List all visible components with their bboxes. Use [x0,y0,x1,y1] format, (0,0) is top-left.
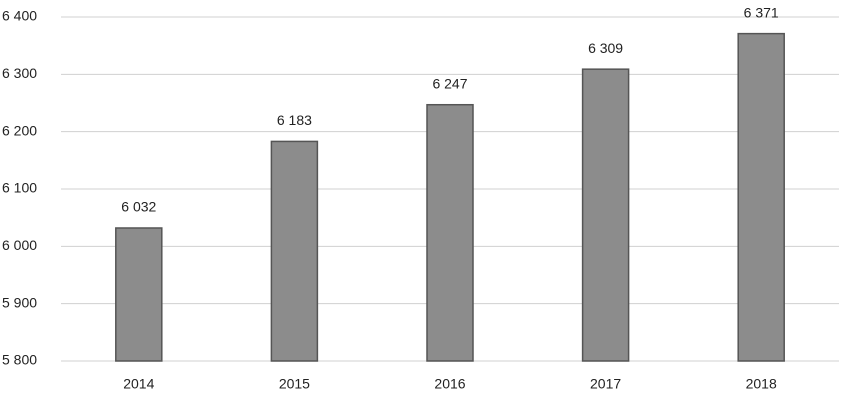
x-tick-label: 2016 [434,376,465,392]
data-label: 6 371 [744,4,779,20]
y-tick-label: 6 400 [2,8,37,24]
y-tick-label: 6 000 [2,237,37,253]
y-tick-label: 6 200 [2,122,37,138]
x-tick-label: 2017 [590,376,621,392]
y-tick-label: 5 800 [2,352,37,368]
data-label: 6 309 [588,40,623,56]
bar [737,32,785,362]
x-tick-label: 2015 [279,376,310,392]
y-tick-label: 6 300 [2,65,37,81]
y-tick-label: 5 900 [2,294,37,310]
data-label: 6 183 [277,112,312,128]
x-tick-label: 2018 [746,376,777,392]
x-tick-label: 2014 [123,376,154,392]
bar [270,140,319,362]
bar [426,103,474,362]
bar [581,68,630,362]
y-tick-label: 6 100 [2,180,37,196]
data-label: 6 032 [121,199,156,215]
data-label: 6 247 [432,75,467,91]
bar [115,227,163,362]
